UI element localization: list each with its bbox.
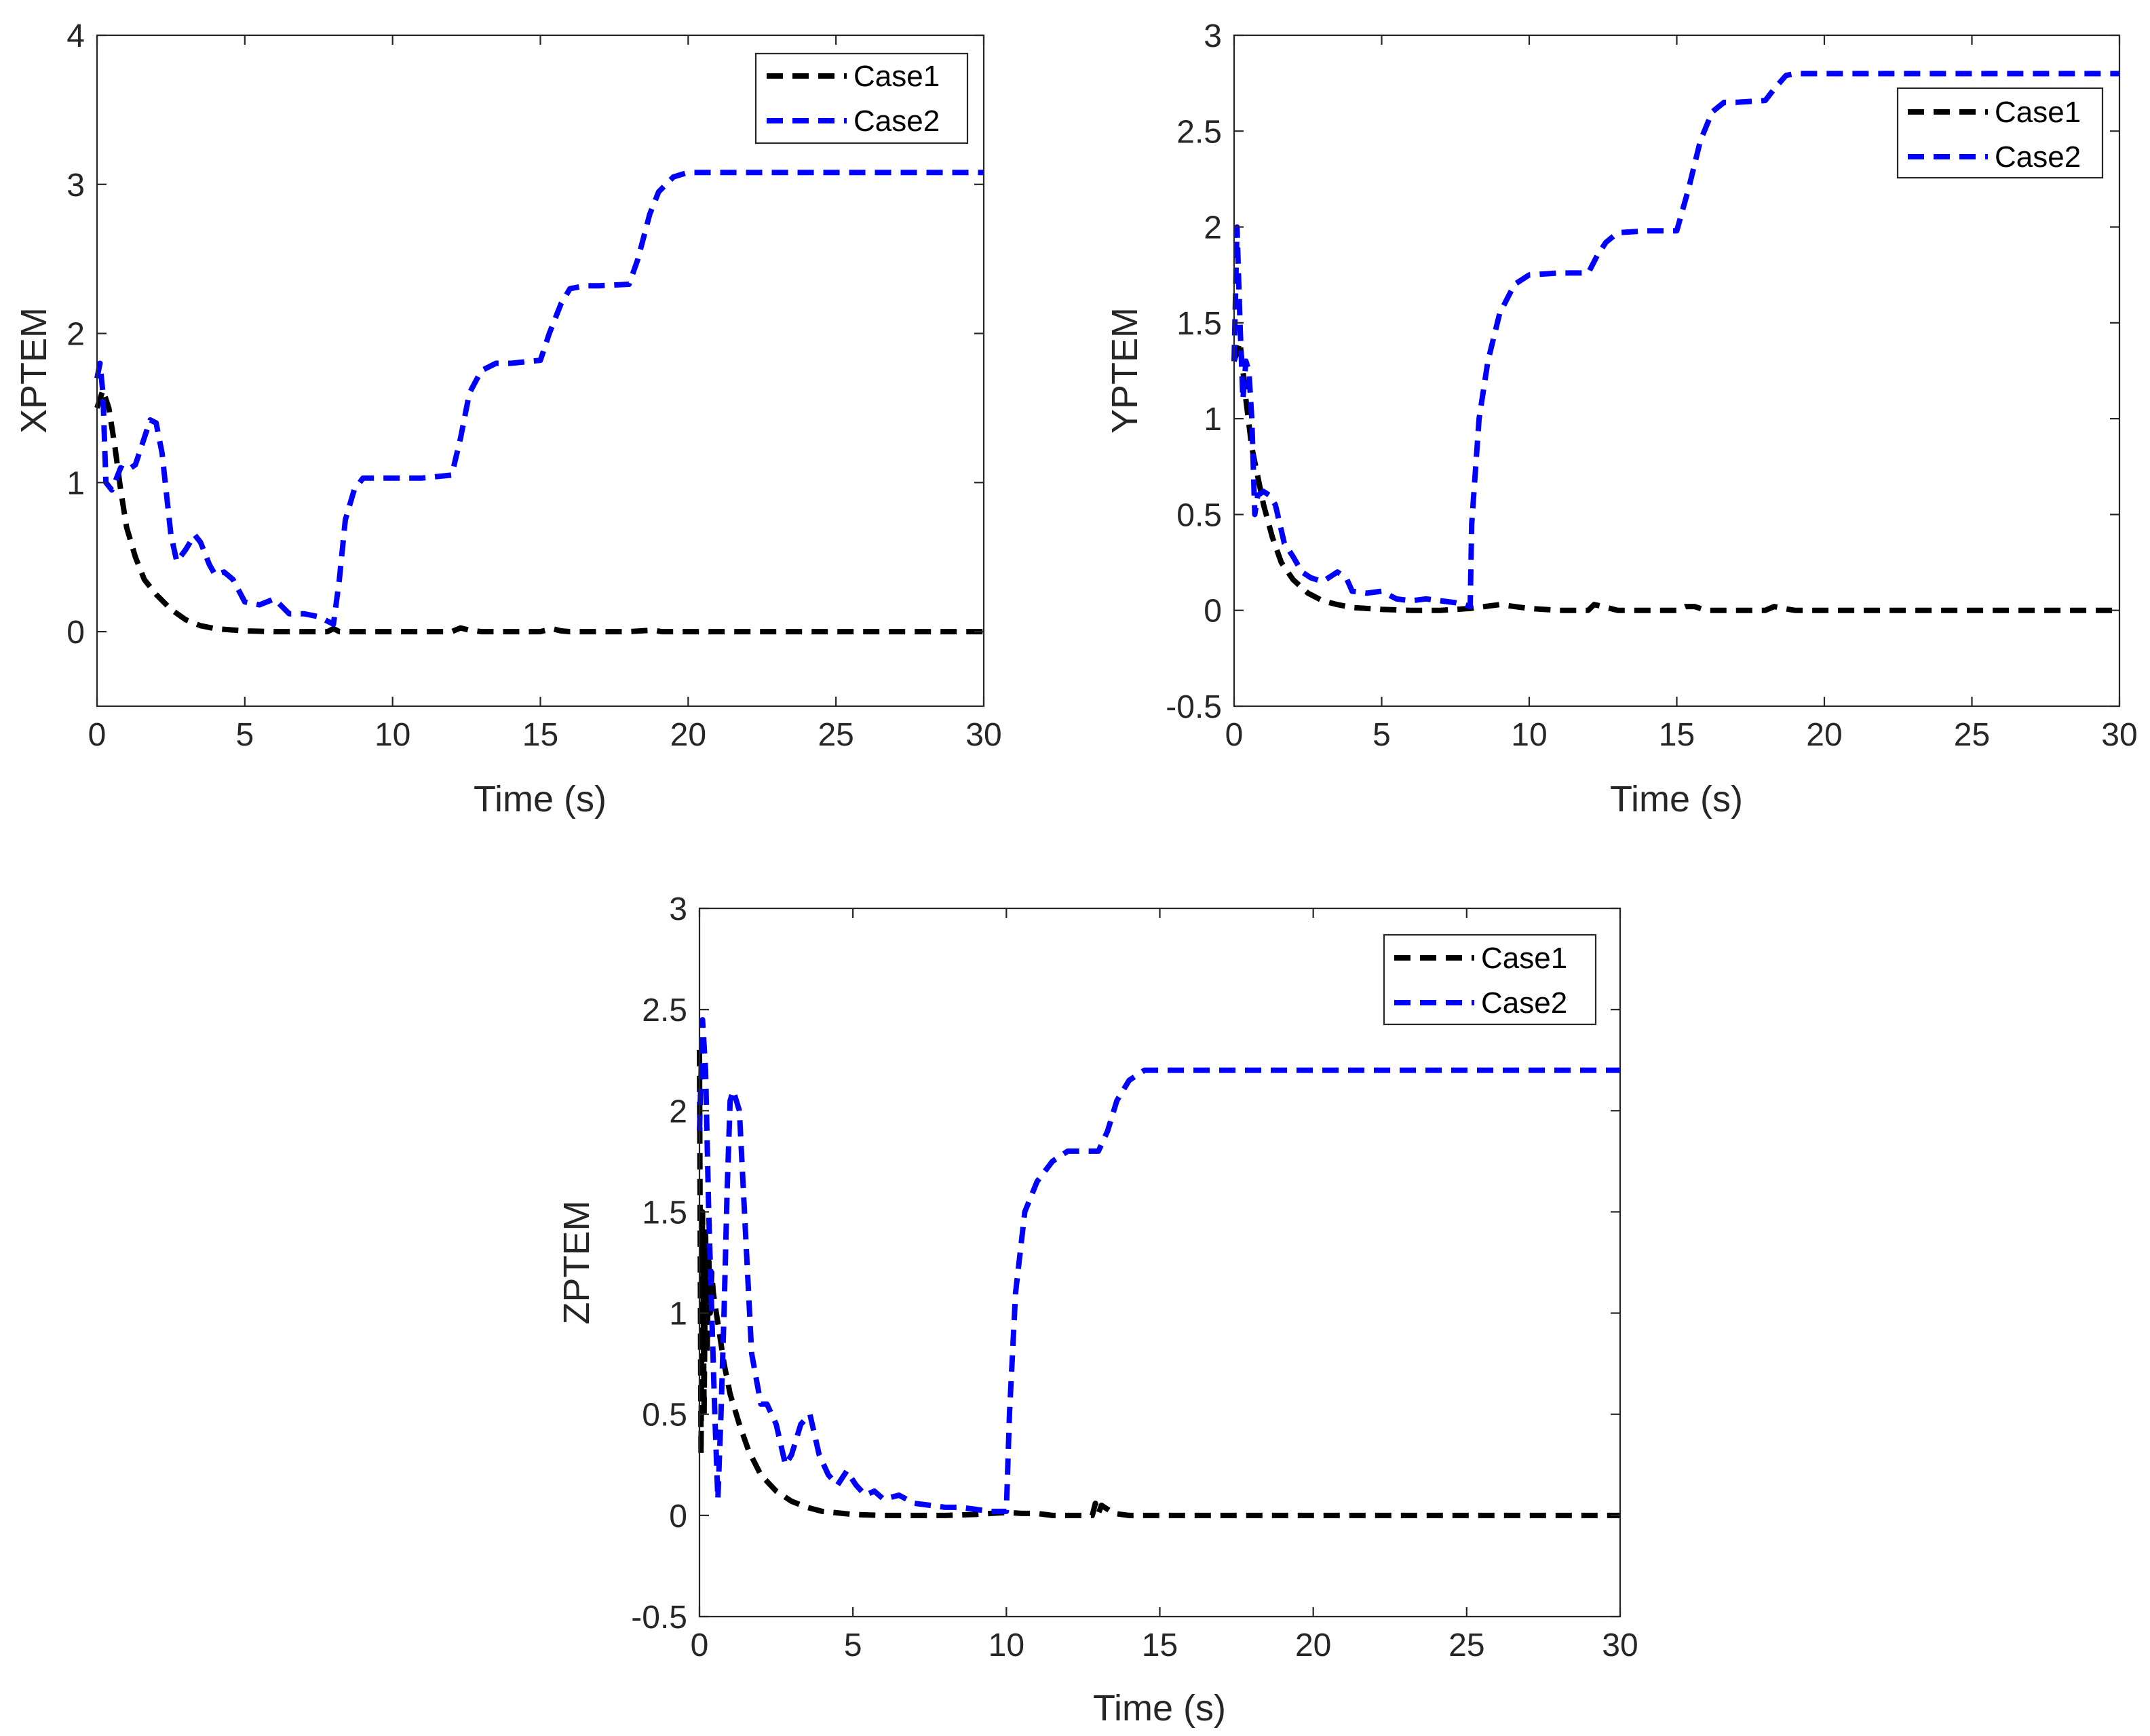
chart-yptem-xtick-label: 10: [1511, 717, 1547, 753]
chart-zptem-xtick-label: 10: [988, 1627, 1024, 1663]
chart-yptem-ytick-label: 1: [1204, 402, 1222, 438]
chart-yptem-series-case1: [1231, 339, 2119, 613]
chart-zptem-ytick-label: -0.5: [631, 1600, 687, 1636]
chart-xptem-xtick-label: 10: [375, 717, 410, 753]
chart-zptem-xtick-label: 5: [844, 1627, 862, 1663]
chart-yptem-xtick-label: 0: [1225, 717, 1244, 753]
chart-xptem-xtick-label: 0: [88, 717, 107, 753]
chart-yptem-ytick-label: -0.5: [1166, 689, 1222, 725]
chart-xptem-legend-case1-label: Case1: [853, 60, 940, 93]
chart-xptem-xlabel: Time (s): [474, 779, 607, 819]
chart-zptem: Time (s) ZPTEM 0 5 10 15 20 25 30-0.500.511.52…: [556, 891, 1638, 1729]
chart-zptem-ytick-label: 0: [669, 1499, 687, 1535]
chart-yptem-ytick-label: 0.5: [1176, 497, 1222, 533]
chart-yptem-ytick-label: 2: [1204, 210, 1222, 246]
chart-yptem-xtick-label: 25: [1954, 717, 1990, 753]
chart-yptem-ytick-label: 1.5: [1176, 306, 1222, 342]
chart-zptem-ytick-label: 1.5: [642, 1195, 687, 1231]
chart-xptem-xtick-label: 15: [522, 717, 558, 753]
chart-yptem-xtick-label: 30: [2101, 717, 2137, 753]
chart-zptem-xtick-label: 15: [1142, 1627, 1178, 1663]
chart-zptem-series-case1: [697, 1049, 1620, 1518]
chart-yptem-xtick-label: 20: [1806, 717, 1842, 753]
chart-zptem-legend: Case1 Case2: [1383, 933, 1597, 1026]
chart-xptem-ytick-label: 4: [66, 18, 85, 54]
chart-yptem-series-case2: [1231, 71, 2119, 610]
chart-zptem-series-case2: [697, 1017, 1620, 1514]
chart-xptem-ytick-label: 3: [66, 168, 85, 204]
chart-xptem-legend: Case1 Case2: [754, 52, 969, 144]
chart-zptem-ytick-label: 0.5: [642, 1397, 687, 1433]
chart-zptem-ytick-label: 3: [669, 891, 687, 927]
chart-zptem-xtick-label: 30: [1602, 1627, 1638, 1663]
chart-zptem-ylabel: ZPTEM: [556, 1201, 597, 1325]
chart-zptem-xtick-label: 25: [1448, 1627, 1484, 1663]
chart-yptem-ytick-label: 2.5: [1176, 114, 1222, 150]
chart-zptem-ytick-label: 2.5: [642, 992, 687, 1028]
chart-xptem-xtick-label: 30: [965, 717, 1001, 753]
chart-yptem-ytick-label: 0: [1204, 594, 1222, 630]
chart-yptem-legend-case2-label: Case2: [1995, 140, 2081, 174]
chart-zptem-xtick-label: 0: [691, 1627, 709, 1663]
chart-yptem-legend-case1-label: Case1: [1995, 96, 2081, 129]
chart-xptem-legend-case2-label: Case2: [853, 104, 940, 138]
chart-yptem-xtick-label: 5: [1372, 717, 1391, 753]
chart-xptem-xtick-label: 25: [818, 717, 853, 753]
chart-zptem-xtick-label: 20: [1295, 1627, 1331, 1663]
chart-xptem-series-case2: [94, 170, 984, 628]
chart-yptem-legend: Case1 Case2: [1896, 87, 2104, 179]
chart-yptem-ylabel: YPTEM: [1105, 307, 1145, 433]
chart-zptem-legend-case2-label: Case2: [1481, 986, 1567, 1020]
chart-zptem-legend-case1-label: Case1: [1481, 942, 1567, 975]
chart-zptem-ytick-label: 2: [669, 1094, 687, 1130]
chart-zptem-xlabel: Time (s): [1093, 1688, 1226, 1729]
chart-xptem-xtick-label: 20: [670, 717, 706, 753]
chart-xptem-ytick-label: 0: [66, 615, 85, 651]
chart-xptem-xtick-label: 5: [235, 717, 254, 753]
chart-xptem-series-case1: [94, 387, 984, 635]
chart-zptem-ytick-label: 1: [669, 1296, 687, 1332]
chart-yptem: Time (s) YPTEM 0 5 10 15 20 25 30-0.500.511.52…: [1105, 18, 2138, 819]
chart-yptem-xlabel: Time (s): [1610, 779, 1743, 819]
chart-xptem: Time (s) XPTEM 0 5 10 15 20 25 30 0 1 2 3 4 Case1 C…: [14, 18, 1002, 819]
chart-xptem-ytick-label: 2: [66, 317, 85, 353]
chart-xptem-ytick-label: 1: [66, 465, 85, 501]
chart-yptem-ytick-label: 3: [1204, 18, 1222, 54]
chart-xptem-ylabel: XPTEM: [14, 307, 54, 433]
chart-yptem-xtick-label: 15: [1659, 717, 1695, 753]
